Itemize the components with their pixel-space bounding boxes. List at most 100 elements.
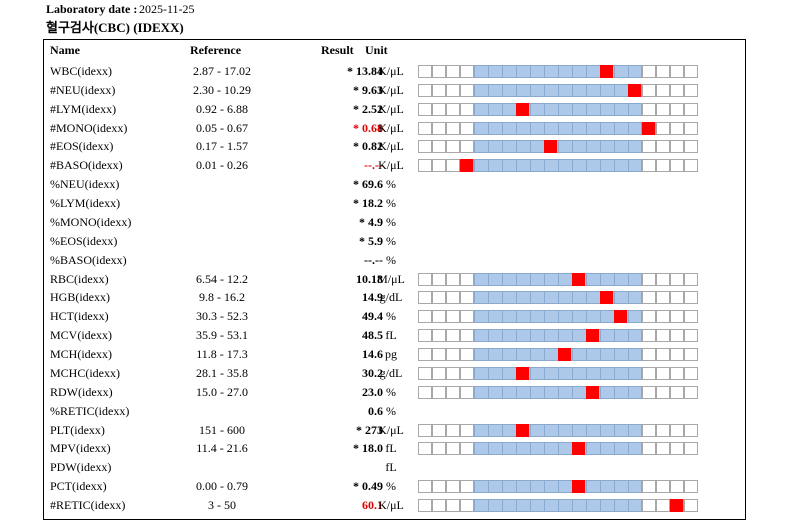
gauge-cell bbox=[418, 102, 432, 116]
table-row: MPV(idexx) 11.4 - 21.6 * 18.0 fL bbox=[44, 439, 744, 458]
unit: fL bbox=[385, 328, 397, 343]
gauge-reference-band bbox=[474, 159, 642, 173]
gauge-cell bbox=[684, 366, 698, 380]
gauge-cell bbox=[418, 159, 432, 173]
reference-range: 0.00 - 0.79 bbox=[196, 479, 248, 494]
gauge-cell bbox=[418, 423, 432, 437]
result-value: 14.9 bbox=[362, 290, 383, 305]
table-row: %EOS(idexx) * 5.9% bbox=[44, 232, 744, 251]
reference-range: 151 - 600 bbox=[199, 422, 245, 437]
range-gauge bbox=[418, 442, 698, 456]
gauge-cell bbox=[684, 329, 698, 343]
test-name: %LYM(idexx) bbox=[50, 196, 121, 211]
unit: % bbox=[386, 479, 396, 494]
range-gauge bbox=[418, 348, 698, 362]
gauge-reference-band bbox=[474, 442, 642, 456]
test-name: #EOS(idexx) bbox=[50, 139, 114, 154]
gauge-cell bbox=[642, 159, 656, 173]
result-marker bbox=[600, 291, 613, 305]
test-name: MCH(idexx) bbox=[50, 347, 112, 362]
gauge-cell bbox=[684, 159, 698, 173]
gauge-cell bbox=[446, 480, 460, 494]
gauge-cell bbox=[642, 499, 656, 512]
unit: % bbox=[386, 233, 396, 248]
unit: % bbox=[386, 384, 396, 399]
result-marker bbox=[586, 385, 599, 399]
result-value: * 5.9 bbox=[359, 233, 383, 248]
gauge-cell bbox=[656, 442, 670, 456]
gauge-cell bbox=[656, 480, 670, 494]
gauge-cell bbox=[432, 499, 446, 512]
table-row: HCT(idexx) 30.3 - 52.3 49.4% bbox=[44, 307, 744, 326]
gauge-cell bbox=[432, 480, 446, 494]
gauge-cell bbox=[446, 291, 460, 305]
test-name: %RETIC(idexx) bbox=[50, 403, 130, 418]
range-gauge bbox=[418, 499, 698, 512]
gauge-cell bbox=[446, 65, 460, 78]
gauge-cell bbox=[446, 499, 460, 512]
gauge-reference-band bbox=[474, 102, 642, 116]
result-value: * 273 bbox=[356, 422, 383, 437]
gauge-cell bbox=[642, 140, 656, 154]
range-gauge bbox=[418, 385, 698, 399]
range-gauge bbox=[418, 423, 698, 437]
gauge-cell bbox=[642, 329, 656, 343]
unit: % bbox=[386, 214, 396, 229]
gauge-cell bbox=[432, 121, 446, 135]
gauge-cell bbox=[670, 272, 684, 286]
gauge-cell bbox=[656, 140, 670, 154]
test-name: %NEU(idexx) bbox=[50, 177, 120, 192]
gauge-cell bbox=[670, 83, 684, 97]
gauge-cell bbox=[642, 102, 656, 116]
test-name: #NEU(idexx) bbox=[50, 82, 116, 97]
unit: % bbox=[386, 309, 396, 324]
test-name: MPV(idexx) bbox=[50, 441, 111, 456]
result-value: --.-- bbox=[364, 252, 383, 267]
range-gauge bbox=[418, 480, 698, 494]
gauge-cell bbox=[460, 310, 474, 324]
result-value: * 2.52 bbox=[353, 101, 383, 116]
gauge-cell bbox=[432, 83, 446, 97]
reference-range: 15.0 - 27.0 bbox=[196, 384, 248, 399]
gauge-cell bbox=[418, 348, 432, 362]
table-row: #LYM(idexx) 0.92 - 6.88 * 2.52 K/μL bbox=[44, 100, 744, 119]
unit: K/μL bbox=[378, 120, 404, 135]
result-value: 10.18 bbox=[356, 271, 383, 286]
unit: % bbox=[386, 177, 396, 192]
gauge-cell bbox=[460, 140, 474, 154]
gauge-reference-band bbox=[474, 65, 642, 78]
result-value: * 0.49 bbox=[353, 479, 383, 494]
gauge-cell bbox=[656, 121, 670, 135]
test-name: HGB(idexx) bbox=[50, 290, 110, 305]
result-marker bbox=[642, 121, 655, 135]
unit: fL bbox=[385, 460, 397, 475]
table-row: #RETIC(idexx) 3 - 50 60.1 K/μL bbox=[44, 496, 744, 515]
gauge-cell bbox=[642, 442, 656, 456]
gauge-cell bbox=[446, 121, 460, 135]
range-gauge bbox=[418, 310, 698, 324]
gauge-cell bbox=[432, 310, 446, 324]
gauge-cell bbox=[642, 480, 656, 494]
result-value: * 0.68 bbox=[353, 120, 383, 135]
unit: g/dL bbox=[379, 290, 403, 305]
result-value: * 13.84 bbox=[347, 64, 383, 78]
gauge-cell bbox=[670, 159, 684, 173]
test-name: RDW(idexx) bbox=[50, 384, 113, 399]
reference-range: 3 - 50 bbox=[208, 498, 236, 512]
gauge-cell bbox=[432, 348, 446, 362]
result-marker bbox=[614, 310, 627, 324]
reference-range: 28.1 - 35.8 bbox=[196, 365, 248, 380]
result-marker bbox=[670, 499, 683, 512]
gauge-cell bbox=[642, 348, 656, 362]
result-marker bbox=[558, 348, 571, 362]
gauge-cell bbox=[670, 366, 684, 380]
test-name: HCT(idexx) bbox=[50, 309, 109, 324]
gauge-cell bbox=[432, 272, 446, 286]
gauge-cell bbox=[642, 385, 656, 399]
reference-range: 30.3 - 52.3 bbox=[196, 309, 248, 324]
reference-range: 0.05 - 0.67 bbox=[196, 120, 248, 135]
gauge-cell bbox=[656, 366, 670, 380]
result-marker bbox=[628, 83, 641, 97]
table-row: #MONO(idexx) 0.05 - 0.67 * 0.68 K/μL bbox=[44, 119, 744, 138]
gauge-cell bbox=[684, 385, 698, 399]
